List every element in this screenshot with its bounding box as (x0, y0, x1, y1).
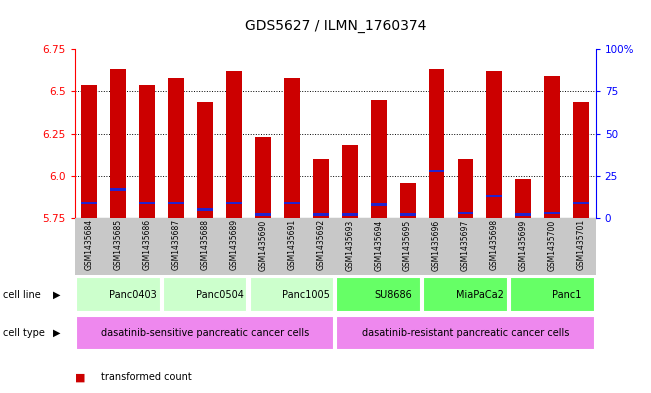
Bar (249, 277, 334, 312)
Text: GSM1435699: GSM1435699 (519, 219, 528, 270)
Bar (313, 213, 329, 216)
Text: GSM1435696: GSM1435696 (432, 219, 441, 270)
Text: GSM1435692: GSM1435692 (316, 219, 326, 270)
Text: GDS5627 / ILMN_1760374: GDS5627 / ILMN_1760374 (245, 19, 426, 33)
Text: GSM1435691: GSM1435691 (287, 219, 296, 270)
Bar (255, 137, 271, 218)
Bar (226, 202, 242, 204)
Text: GSM1435700: GSM1435700 (547, 219, 557, 270)
Text: Panc1: Panc1 (552, 290, 581, 300)
Bar (428, 169, 445, 172)
Text: transformed count: transformed count (101, 372, 191, 382)
Bar (458, 159, 473, 218)
Bar (197, 101, 213, 218)
Text: GSM1435687: GSM1435687 (172, 219, 180, 270)
Bar (337, 277, 421, 312)
Bar (163, 277, 247, 312)
Bar (110, 188, 126, 191)
Bar (370, 203, 387, 206)
Bar (284, 78, 300, 218)
Bar (255, 213, 271, 216)
Bar (574, 101, 589, 218)
Bar (342, 213, 357, 216)
Text: cell type: cell type (3, 328, 45, 338)
Bar (313, 159, 329, 218)
Bar (544, 212, 561, 214)
Bar (428, 70, 445, 218)
Bar (516, 179, 531, 218)
Text: GSM1435701: GSM1435701 (577, 219, 586, 270)
Text: Panc0504: Panc0504 (195, 290, 243, 300)
Bar (516, 213, 531, 216)
Bar (284, 202, 300, 204)
Text: GSM1435698: GSM1435698 (490, 219, 499, 270)
Text: MiaPaCa2: MiaPaCa2 (456, 290, 504, 300)
Bar (168, 202, 184, 204)
Text: dasatinib-sensitive pancreatic cancer cells: dasatinib-sensitive pancreatic cancer ce… (101, 328, 309, 338)
Text: SU8686: SU8686 (374, 290, 412, 300)
Text: GSM1435686: GSM1435686 (143, 219, 152, 270)
Text: GSM1435693: GSM1435693 (345, 219, 354, 270)
Text: GSM1435685: GSM1435685 (114, 219, 123, 270)
Bar (544, 76, 561, 218)
Bar (168, 78, 184, 218)
Text: GSM1435684: GSM1435684 (85, 219, 94, 270)
Bar (400, 183, 415, 218)
Bar (81, 202, 97, 204)
Bar (76, 316, 334, 350)
Bar (458, 212, 473, 214)
Text: cell line: cell line (3, 290, 41, 300)
Bar (337, 316, 594, 350)
Text: GSM1435690: GSM1435690 (258, 219, 268, 270)
Bar (226, 71, 242, 218)
Text: GSM1435695: GSM1435695 (403, 219, 412, 270)
Bar (486, 195, 503, 197)
Text: GSM1435688: GSM1435688 (201, 219, 210, 270)
Text: ■: ■ (75, 372, 85, 382)
Text: ▶: ▶ (53, 290, 61, 300)
Bar (76, 277, 161, 312)
Bar (139, 84, 155, 218)
Bar (423, 277, 508, 312)
Text: GSM1435694: GSM1435694 (374, 219, 383, 270)
Text: GSM1435697: GSM1435697 (461, 219, 470, 270)
Bar (139, 202, 155, 204)
Text: ▶: ▶ (53, 328, 61, 338)
Bar (574, 202, 589, 204)
Bar (510, 277, 594, 312)
Text: GSM1435689: GSM1435689 (230, 219, 238, 270)
Text: Panc0403: Panc0403 (109, 290, 157, 300)
Bar (342, 145, 357, 218)
Text: dasatinib-resistant pancreatic cancer cells: dasatinib-resistant pancreatic cancer ce… (362, 328, 569, 338)
Bar (81, 84, 97, 218)
Bar (370, 100, 387, 218)
Bar (110, 70, 126, 218)
Bar (197, 208, 213, 211)
Bar (486, 71, 503, 218)
Text: Panc1005: Panc1005 (283, 290, 330, 300)
Bar (400, 213, 415, 216)
